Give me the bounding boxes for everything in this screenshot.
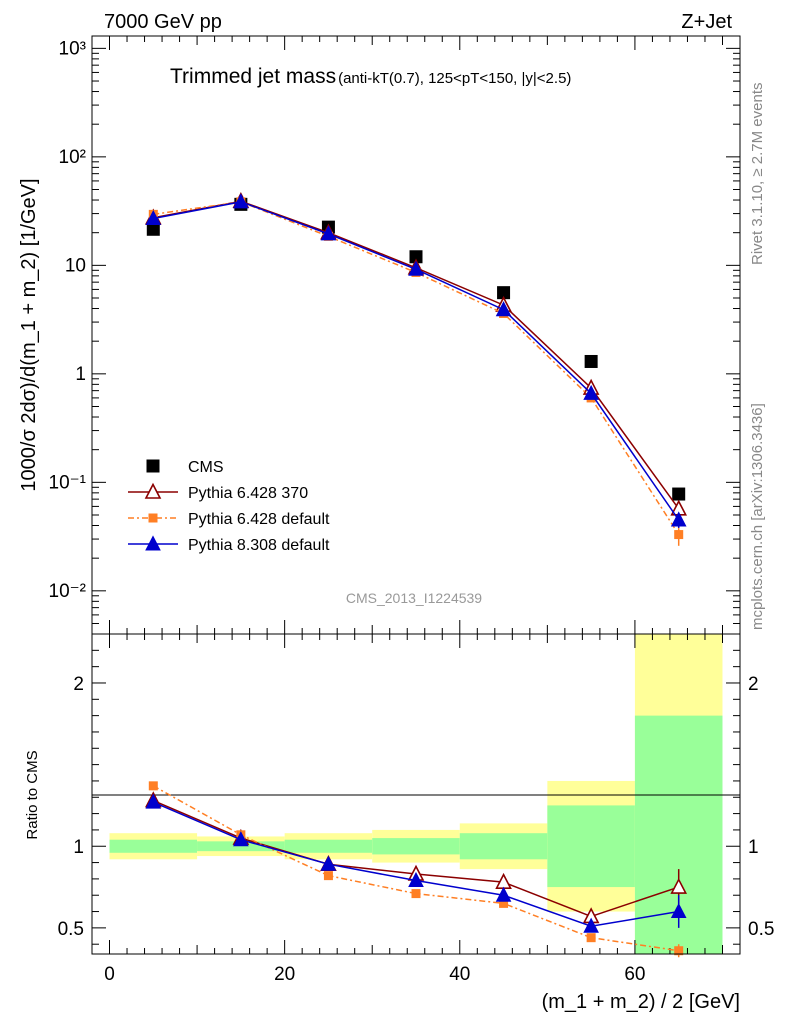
data-point (583, 917, 599, 933)
series-cms (146, 197, 686, 501)
main-y-tick-label: 10⁻² (49, 581, 87, 602)
ratio-panel: 0.5 0.51 12 20 20 40 60 (58, 633, 775, 985)
data-point (233, 831, 249, 847)
legend: CMS Pythia 6.428 370 Pythia 6.428 default P… (128, 459, 330, 554)
series-pythia-8-308-default (145, 193, 687, 528)
data-point (144, 482, 162, 499)
data-point (408, 871, 424, 888)
series-pythia-6-428-370 (144, 191, 688, 516)
rivet-label: Rivet 3.1.10, ≥ 2.7M events (749, 83, 766, 266)
ratio-y-tick-label-right: 0.5 (748, 919, 774, 940)
ratio-tick-labels: 0.5 0.51 12 20 20 40 60 (58, 674, 775, 985)
main-y-tick-label: 10³ (59, 38, 86, 59)
data-point (670, 902, 687, 919)
main-y-tick-label: 1 (75, 364, 86, 385)
legend-label: CMS (188, 459, 224, 476)
data-point (670, 877, 688, 894)
data-point (145, 535, 161, 551)
ratio-y-tick-label: 2 (73, 674, 84, 695)
ratio-frame (91, 633, 741, 955)
main-panel: 10⁻² 10⁻¹ 1 10 10² 10³ (49, 35, 741, 635)
uncertainty-band-inner (459, 833, 548, 860)
data-point (495, 301, 512, 317)
data-point (323, 871, 333, 881)
data-point (408, 260, 424, 276)
ratio-y-tick-label: 1 (73, 837, 84, 858)
uncertainty-band-inner (284, 839, 373, 853)
data-point (148, 513, 158, 523)
data-point (146, 222, 160, 236)
uncertainty-band-inner (109, 839, 198, 853)
main-y-tick-label: 10 (65, 255, 86, 276)
main-y-tick-label: 10² (59, 147, 86, 168)
main-ticks (92, 36, 740, 635)
uncertainty-band-inner (197, 841, 285, 852)
chart-title-detail: (anti-kT(0.7), 125<pT<150, |y|<2.5) (338, 70, 571, 87)
series-pythia-8-308-default (145, 793, 687, 933)
main-series (144, 191, 688, 546)
main-y-tick-label: 10⁻¹ (49, 472, 87, 493)
header-right: Z+Jet (681, 11, 732, 33)
legend-label: Pythia 8.308 default (188, 537, 330, 554)
data-point (320, 225, 337, 241)
data-point (148, 781, 158, 791)
data-point (146, 459, 160, 473)
data-point (586, 933, 596, 943)
ratio-ylabel: Ratio to CMS (24, 750, 41, 839)
data-point (674, 530, 684, 540)
data-point (672, 487, 686, 501)
legend-label: Pythia 6.428 370 (188, 485, 308, 502)
data-point (411, 889, 421, 899)
data-point (674, 946, 684, 956)
ratio-x-tick-label: 40 (449, 964, 470, 985)
chart-title: Trimmed jet mass (anti-kT(0.7), 125<pT<15… (170, 65, 571, 88)
data-point (670, 511, 687, 527)
data-point (145, 209, 162, 226)
data-point (233, 193, 249, 209)
ratio-y-tick-label-right: 2 (748, 674, 759, 695)
data-point (584, 354, 598, 368)
series-line (153, 200, 680, 510)
main-y-tick-labels: 10⁻² 10⁻¹ 1 10 10² 10³ (49, 38, 87, 601)
data-point (320, 855, 337, 871)
data-point (583, 384, 599, 400)
ratio-y-tick-label: 0.5 (58, 919, 84, 940)
ratio-x-tick-label: 60 (624, 964, 645, 985)
ratio-x-tick-label: 0 (104, 964, 115, 985)
series-line (153, 201, 680, 521)
data-point (495, 886, 512, 902)
data-point (145, 793, 162, 809)
ratio-bands (109, 634, 723, 954)
uncertainty-band-inner (372, 838, 460, 855)
uncertainty-band-inner (547, 805, 635, 888)
ratio-series (144, 781, 688, 958)
header-left: 7000 GeV pp (104, 11, 222, 33)
mcplots-label: mcplots.cern.ch [arXiv:1306.3436] (749, 403, 766, 630)
legend-label: Pythia 6.428 default (188, 511, 330, 528)
ratio-y-tick-label-right: 1 (748, 837, 759, 858)
analysis-id: CMS_2013_I1224539 (346, 590, 482, 606)
ratio-x-tick-label: 20 (274, 964, 295, 985)
main-ylabel: 1000/σ 2dσ)/d(m_1 + m_2) [1/GeV] (18, 178, 40, 491)
ratio-ticks (92, 634, 740, 954)
ratio-xlabel: (m_1 + m_2) / 2 [GeV] (542, 991, 740, 1013)
